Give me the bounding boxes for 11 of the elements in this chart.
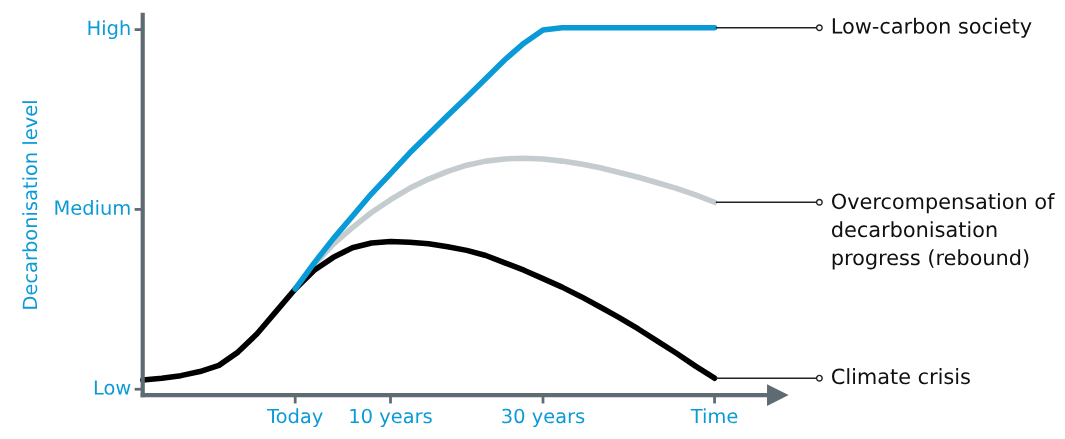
x-tick-label: 30 years [502,408,585,428]
text: Low-carbon society [832,17,1032,38]
text: Low [94,380,131,395]
text: High [88,20,130,40]
x-tick-label: 10 years [350,408,432,428]
text: Overcompensation of decarbonisation progress (rebound) [831,193,1055,270]
x-tick-label: Time [690,408,738,424]
y-axis-title: Decarbonisation level [22,101,38,309]
text: Climate crisis [831,368,970,385]
x-tick-label: Today [267,408,323,428]
text: Medium [55,200,130,216]
